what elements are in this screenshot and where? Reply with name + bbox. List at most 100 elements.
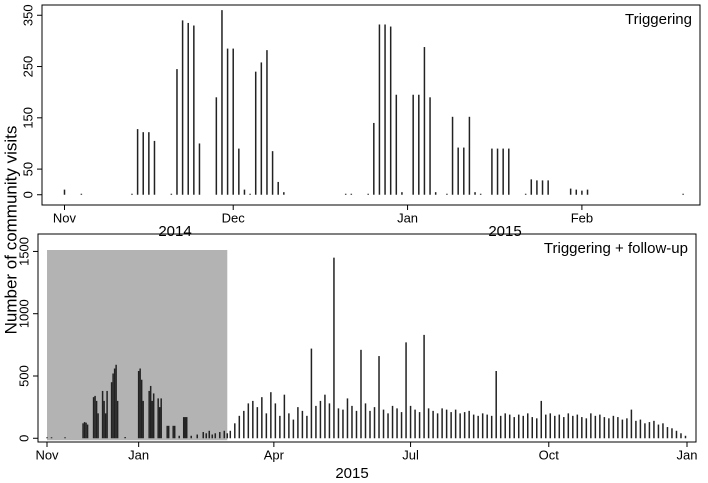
x-tick-label: Dec (222, 210, 246, 225)
bar (572, 415, 574, 439)
bar (585, 418, 588, 439)
bar (254, 71, 257, 195)
bar (97, 413, 99, 439)
bar (202, 432, 205, 439)
y-tick-label: 0 (16, 435, 31, 442)
bar (675, 430, 678, 439)
x-tick-label: Jan (397, 210, 418, 225)
bar (479, 193, 482, 195)
bar (680, 433, 682, 439)
bar (64, 437, 66, 439)
bar (205, 433, 208, 439)
bar (526, 413, 529, 439)
bar (531, 417, 534, 439)
bar (666, 427, 669, 439)
bar (149, 385, 152, 439)
bar (301, 410, 304, 439)
bar (423, 334, 425, 439)
bar (451, 116, 454, 195)
bar (337, 408, 340, 439)
bar (423, 47, 426, 195)
bar (536, 180, 538, 195)
bar (252, 400, 254, 439)
bar (170, 193, 173, 195)
bar (229, 430, 232, 439)
bar (491, 148, 493, 195)
x-tick-label: Feb (571, 210, 593, 225)
bar (567, 413, 570, 439)
bar (157, 398, 159, 439)
bar (427, 408, 430, 439)
bar (418, 412, 421, 439)
bar (603, 417, 606, 439)
bar (214, 433, 217, 439)
bar (617, 417, 619, 439)
bar (110, 382, 113, 439)
bar (657, 424, 660, 439)
bar (196, 434, 198, 439)
x-tick-label: Jul (402, 447, 419, 462)
x-tick-label: Jan (677, 447, 698, 462)
bar (474, 192, 476, 195)
bar (472, 414, 475, 439)
bar (137, 371, 140, 439)
bar (124, 437, 126, 439)
year-label: 2015 (335, 465, 368, 482)
bar (46, 437, 48, 439)
bar (350, 193, 353, 195)
bar (106, 390, 108, 439)
bar (581, 417, 583, 439)
bar (684, 435, 687, 439)
bar (260, 62, 263, 195)
y-tick-label: 500 (16, 365, 31, 387)
bar (176, 69, 178, 195)
bar (319, 400, 322, 439)
bar (270, 392, 272, 439)
bar (541, 180, 544, 195)
bar (342, 409, 344, 439)
bar (481, 413, 484, 439)
y-tick-label: 0 (20, 191, 35, 198)
x-tick-label: Jan (128, 447, 149, 462)
bar (576, 414, 579, 439)
bar (193, 25, 195, 195)
bar (85, 422, 87, 439)
y-tick-label: 1000 (16, 299, 31, 328)
bar (283, 394, 286, 439)
x-tick-label: Apr (264, 447, 285, 462)
bar (221, 10, 223, 195)
bar (185, 417, 188, 439)
bar (131, 193, 133, 195)
bar (445, 409, 448, 439)
bar (504, 413, 506, 439)
bar (315, 405, 317, 439)
bar (508, 414, 511, 439)
bar (468, 116, 471, 195)
bar (441, 408, 443, 439)
shaded-region (47, 250, 228, 441)
bar (590, 413, 592, 439)
bar (581, 190, 583, 195)
bar (238, 415, 241, 439)
bar (351, 405, 353, 439)
bar (94, 395, 96, 439)
bar (639, 419, 642, 439)
bar (549, 413, 552, 439)
bar (113, 368, 116, 439)
bar (599, 414, 601, 439)
bar (495, 371, 497, 439)
bar (50, 437, 53, 439)
bar (540, 400, 543, 439)
bar (103, 400, 105, 439)
bar (310, 348, 313, 439)
bar (190, 435, 192, 439)
bar (166, 425, 168, 439)
bar (522, 415, 524, 439)
bar (274, 403, 277, 439)
bar (432, 410, 434, 439)
bar (219, 432, 221, 439)
bar (429, 97, 431, 195)
bar (594, 415, 597, 439)
bar (238, 148, 240, 195)
bar (608, 418, 610, 439)
